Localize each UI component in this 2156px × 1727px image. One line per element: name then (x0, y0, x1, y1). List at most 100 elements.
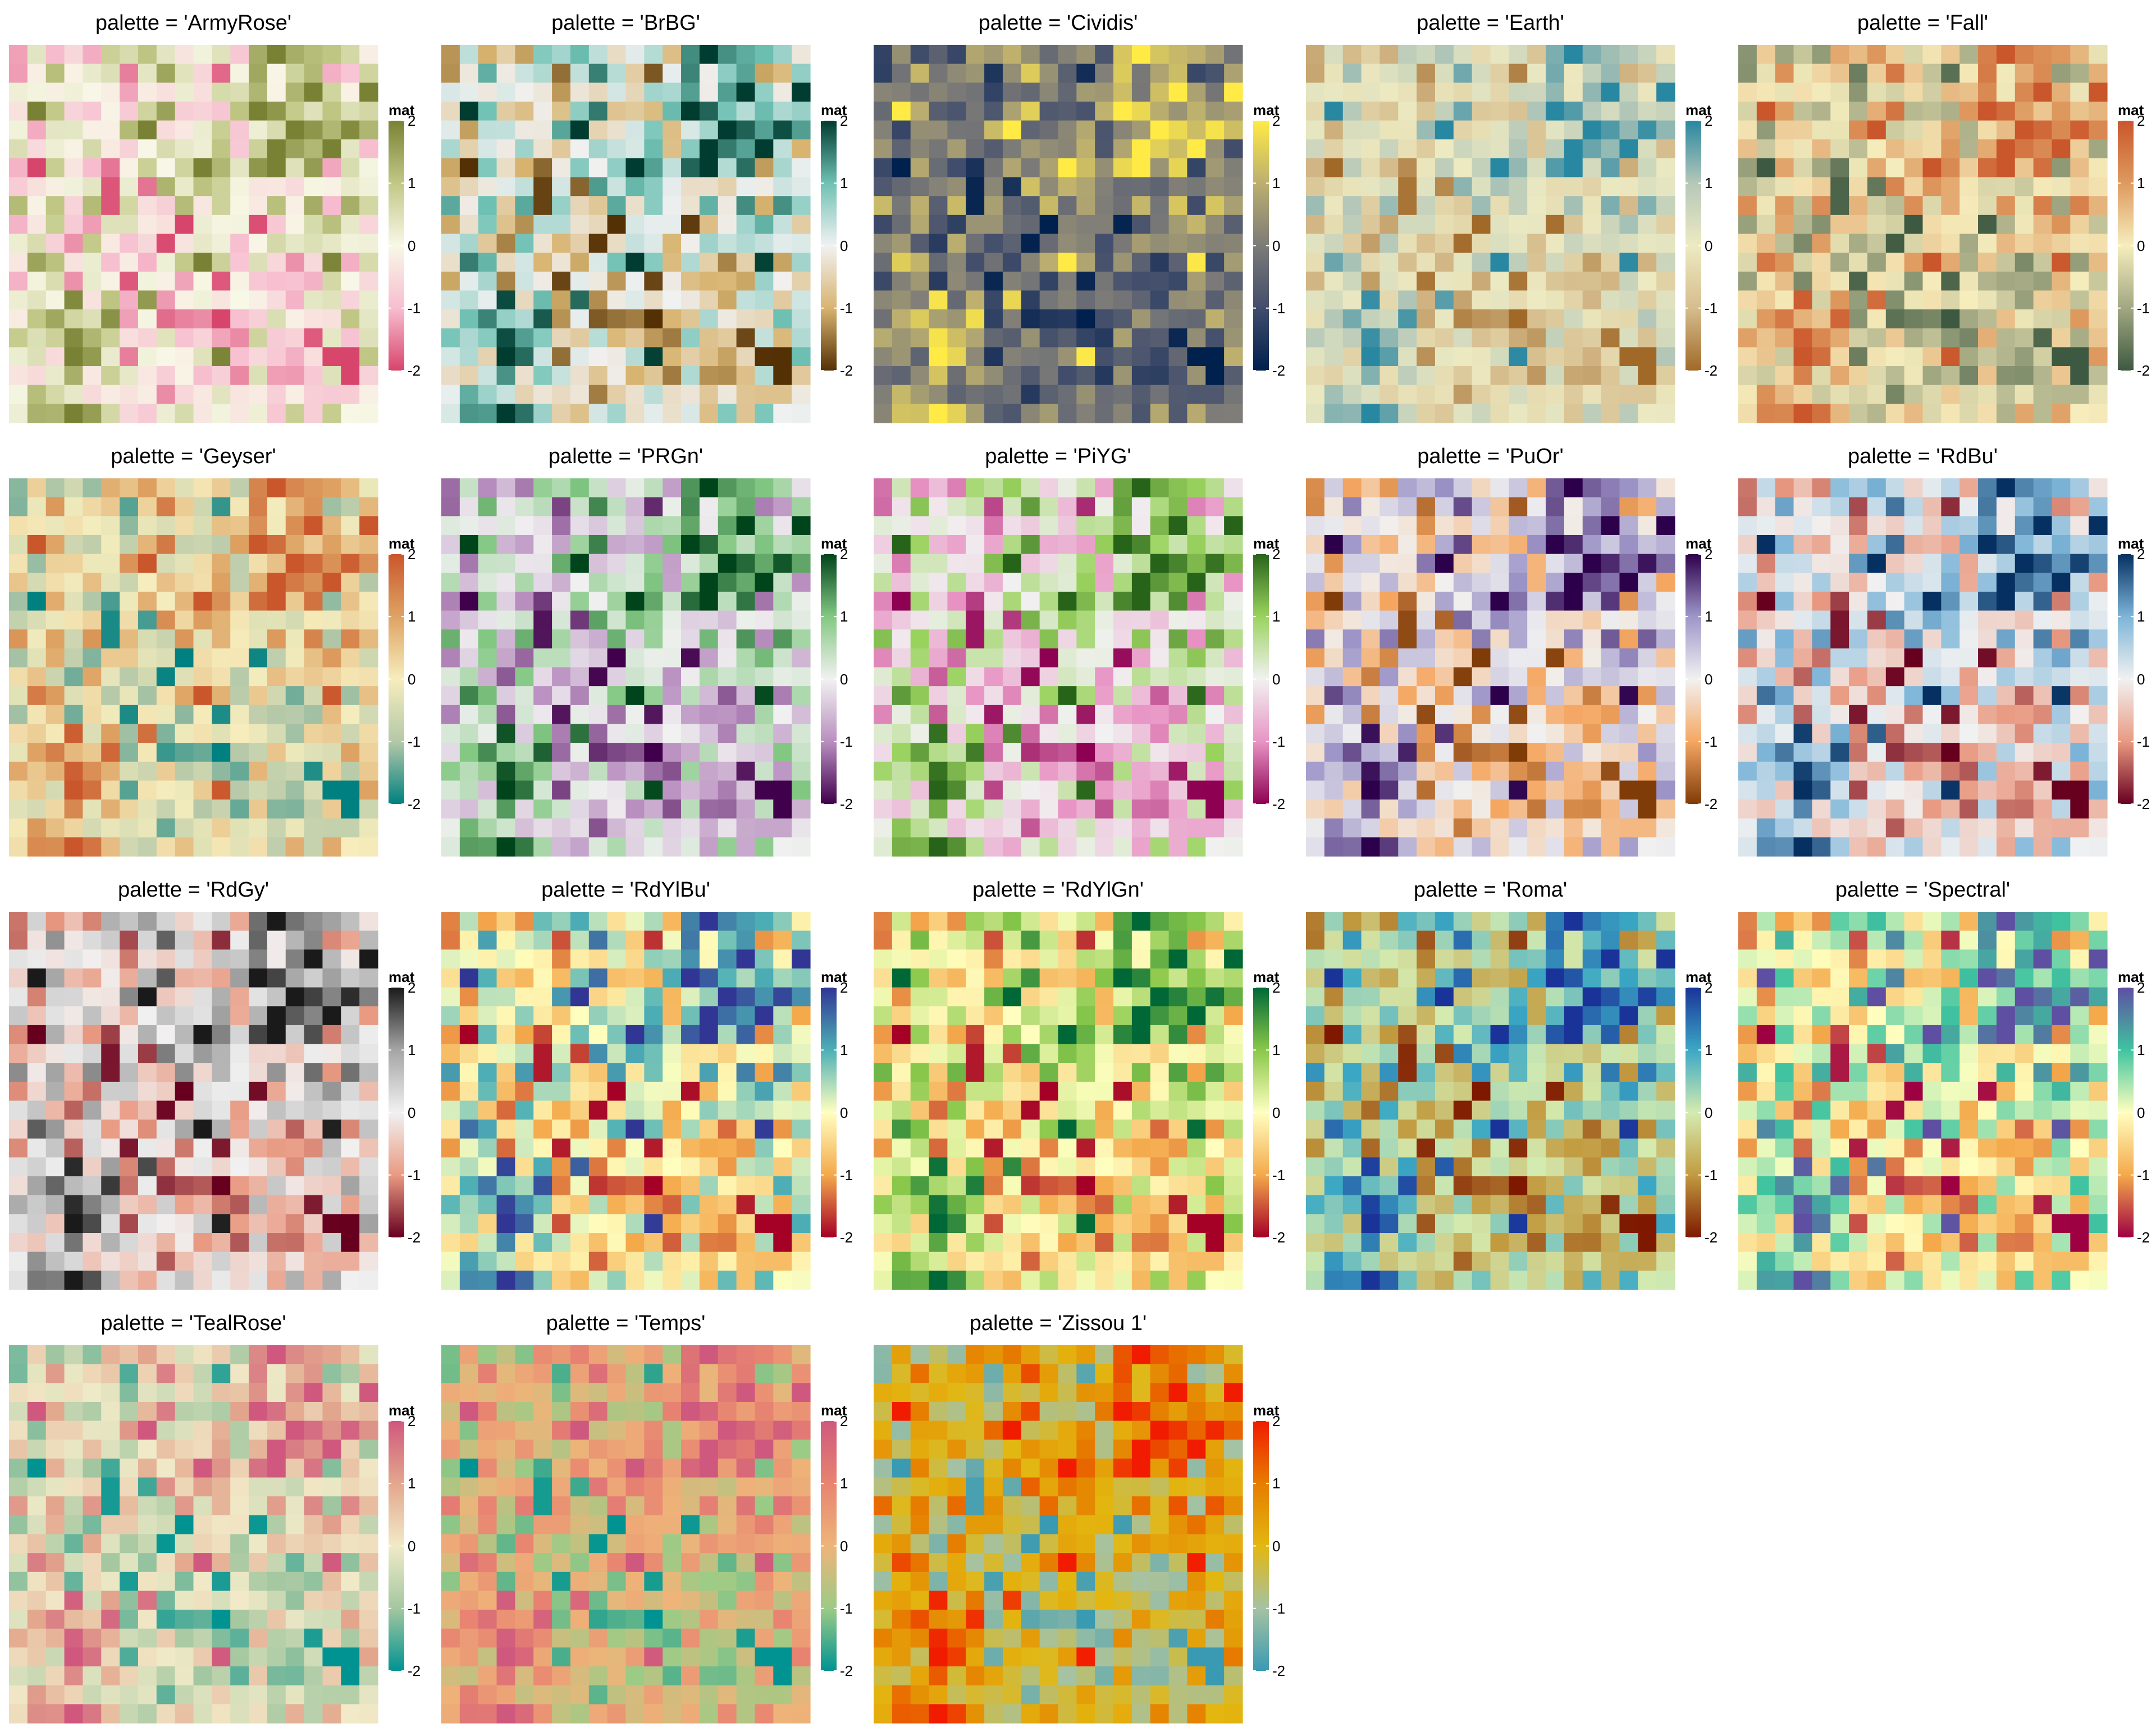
heatmap-cell (286, 554, 304, 573)
heatmap-cell (478, 686, 497, 705)
heatmap-cell (1619, 215, 1638, 234)
heatmap-cell (101, 1233, 120, 1252)
heatmap-cell (1491, 478, 1509, 497)
heatmap-cell (681, 1082, 700, 1101)
heatmap-cell (607, 196, 626, 215)
heatmap-cell (681, 516, 700, 535)
heatmap-cell (1021, 404, 1040, 423)
heatmap-cell (1656, 554, 1675, 573)
heatmap-cell (533, 1063, 552, 1082)
heatmap-cell (497, 949, 515, 968)
heatmap-cell (1491, 648, 1509, 668)
heatmap-cell (911, 497, 929, 517)
heatmap-cell (322, 290, 341, 309)
heatmap-cell (2070, 121, 2089, 140)
heatmap-cell (607, 535, 626, 554)
heatmap-cell (755, 837, 773, 856)
heatmap-cell (1472, 611, 1491, 630)
heatmap-cell (1601, 64, 1620, 83)
heatmap-cell (1830, 121, 1849, 140)
heatmap-cell (1886, 366, 1904, 385)
heatmap-cell (194, 516, 212, 535)
heatmap-cell (9, 64, 28, 83)
heatmap-cell (2015, 705, 2034, 724)
heatmap-cell (1150, 139, 1169, 158)
heatmap-cell (1150, 743, 1169, 762)
heatmap-cell (929, 64, 948, 83)
heatmap-cell (1867, 234, 1886, 253)
heatmap-cell (460, 1025, 478, 1044)
heatmap-cell (1058, 309, 1077, 328)
heatmap-cell (1757, 177, 1775, 197)
heatmap-cell (65, 819, 83, 838)
heatmap-cell (1959, 535, 1978, 554)
heatmap-cell (359, 102, 378, 121)
heatmap-cell (1343, 819, 1362, 838)
heatmap-cell (792, 1195, 810, 1214)
heatmap-cell (1509, 385, 1527, 404)
heatmap-cell (552, 290, 570, 309)
heatmap-cell (911, 121, 929, 140)
heatmap-cell (737, 328, 755, 348)
heatmap-cell (892, 478, 911, 497)
heatmap-cell (267, 724, 286, 743)
heatmap-cell (46, 478, 65, 497)
heatmap-cell (1849, 819, 1867, 838)
heatmap-cell (138, 497, 157, 517)
heatmap-cell (1564, 554, 1583, 573)
heatmap-cell (101, 931, 120, 950)
heatmap-cell (1656, 592, 1675, 611)
heatmap-cell (28, 573, 46, 592)
heatmap-cell (589, 272, 607, 291)
heatmap-cell (718, 1120, 737, 1139)
heatmap-cell (737, 139, 755, 158)
heatmap-cell (1867, 762, 1886, 781)
heatmap-cell (792, 968, 810, 988)
heatmap-cell (460, 554, 478, 573)
heatmap-cell (101, 347, 120, 366)
heatmap-cell (28, 668, 46, 687)
heatmap-cell (46, 516, 65, 535)
heatmap-cell (792, 253, 810, 272)
heatmap-cell (1417, 158, 1435, 177)
heatmap-cell (1738, 272, 1757, 291)
heatmap-cell (533, 535, 552, 554)
heatmap-cell (249, 592, 267, 611)
heatmap-cell (304, 290, 323, 309)
heatmap-cell (1904, 83, 1923, 102)
heatmap-cell (478, 1006, 497, 1025)
heatmap-cell (478, 215, 497, 234)
heatmap-cell (175, 1252, 194, 1271)
heatmap-cell (304, 1063, 323, 1082)
heatmap-cell (1343, 177, 1362, 197)
heatmap-cell (359, 611, 378, 630)
heatmap-cell (1997, 328, 2015, 348)
heatmap-cell (1849, 799, 1867, 819)
heatmap-cell (2015, 743, 2034, 762)
heatmap-cell (441, 912, 460, 931)
heatmap-cell (2070, 497, 2089, 517)
heatmap-cell (892, 328, 911, 348)
heatmap-cell (737, 1082, 755, 1101)
heatmap-cell (700, 516, 718, 535)
heatmap-cell (267, 762, 286, 781)
heatmap-cell (212, 234, 230, 253)
heatmap-cell (2034, 535, 2052, 554)
heatmap-cell (1941, 611, 1959, 630)
heatmap-cell (792, 234, 810, 253)
heatmap-cell (1398, 158, 1417, 177)
heatmap-cell (157, 309, 175, 328)
heatmap-cell (515, 309, 533, 328)
heatmap-cell (773, 290, 792, 309)
heatmap-cell (700, 121, 718, 140)
heatmap-cell (607, 83, 626, 102)
heatmap-cell (773, 1233, 792, 1252)
heatmap-cell (755, 121, 773, 140)
heatmap-cell (1132, 780, 1150, 799)
heatmap-cell (1205, 64, 1224, 83)
heatmap-cell (1169, 253, 1187, 272)
heatmap-cell (1638, 799, 1656, 819)
heatmap-cell (441, 366, 460, 385)
heatmap-cell (1546, 234, 1564, 253)
heatmap-cell (929, 102, 948, 121)
